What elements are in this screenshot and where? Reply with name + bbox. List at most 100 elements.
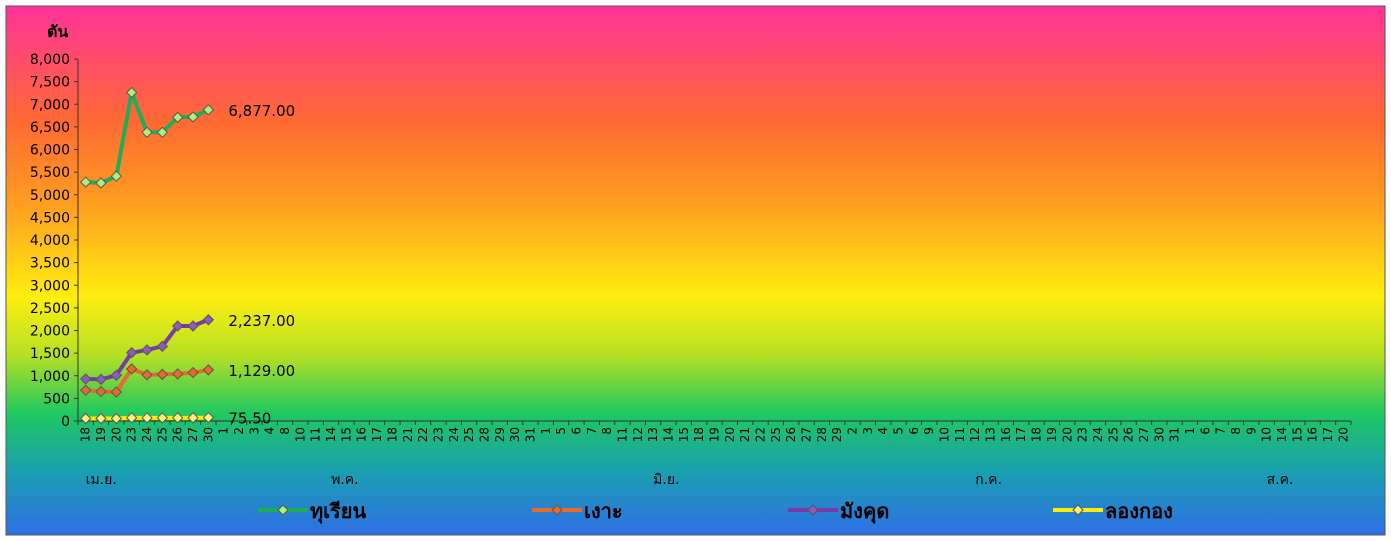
data-point-marker	[141, 126, 153, 139]
legend-swatch-marker	[1072, 504, 1084, 516]
x-tick-label: 30	[1152, 427, 1166, 442]
x-tick-label: 20	[723, 427, 737, 442]
x-tick-label: 20	[1336, 427, 1350, 442]
y-tick-label: 4,500	[30, 210, 70, 226]
x-tick-label: 18	[1030, 427, 1044, 442]
y-tick-label: 1,500	[30, 346, 70, 362]
data-point-marker	[171, 111, 184, 124]
x-tick-label: 1	[1183, 427, 1197, 435]
x-tick-label: 1	[539, 427, 553, 435]
x-tick-label: 27	[800, 427, 814, 442]
data-label: 6,877.00	[228, 102, 295, 120]
x-tick-label: 16	[1306, 427, 1320, 442]
month-label: ส.ค.	[1267, 472, 1294, 488]
month-label: มิ.ย.	[653, 472, 679, 488]
x-tick-label: 25	[462, 427, 476, 442]
data-point-marker	[95, 412, 107, 425]
x-tick-label: 27	[186, 427, 200, 442]
x-tick-label: 10	[938, 427, 952, 442]
y-axis-label: ตัน	[47, 22, 68, 41]
month-label: ก.ค.	[975, 472, 1002, 488]
y-tick-label: 500	[43, 391, 70, 407]
x-tick-label: 5	[554, 427, 568, 435]
x-tick-label: 25	[769, 427, 783, 442]
x-tick-label: 24	[1091, 427, 1105, 442]
series-layer: 6,877.00 1,129.00 2,237.00 75.50	[79, 86, 295, 428]
data-label: 75.50	[228, 410, 271, 428]
x-tick-label: 22	[416, 427, 430, 442]
data-point-marker	[79, 384, 92, 396]
y-tick-label: 1,000	[30, 369, 70, 385]
y-tick-label: 2,000	[30, 324, 70, 340]
x-tick-label: 29	[493, 427, 507, 442]
x-tick-label: 23	[431, 427, 445, 442]
legend: ทุเรียน เงาะ มังคุด ลองกอง	[258, 499, 1173, 524]
x-tick-label: 18	[692, 427, 706, 442]
x-tick-label: 12	[968, 427, 982, 442]
data-point-marker	[187, 412, 199, 424]
x-tick-label: 5	[892, 427, 906, 435]
x-tick-label: 20	[1060, 427, 1074, 442]
chart-background	[5, 5, 1386, 536]
legend-entry: เงาะ	[532, 499, 623, 523]
y-tick-label: 3,500	[30, 256, 70, 272]
data-point-marker	[156, 412, 169, 424]
x-tick-label: 26	[171, 427, 185, 442]
x-tick-label: 19	[94, 427, 108, 442]
x-tick-label: 17	[1014, 427, 1028, 442]
x-tick-label: 31	[1168, 427, 1182, 442]
x-tick-label: 25	[155, 427, 169, 442]
x-tick-label: 11	[309, 427, 323, 442]
data-point-marker	[171, 320, 184, 332]
x-tick-label: 14	[324, 427, 338, 442]
x-tick-label: 24	[447, 427, 461, 442]
data-point-marker	[202, 364, 215, 376]
x-tick-label: 26	[1122, 427, 1136, 442]
data-point-marker	[156, 126, 169, 139]
x-tick-label: 27	[1137, 427, 1151, 442]
legend-swatch-marker	[551, 504, 563, 516]
x-tick-label: 16	[999, 427, 1013, 442]
x-tick-label: 16	[355, 427, 369, 442]
legend-label: ลองกอง	[1105, 499, 1173, 523]
data-point-marker	[202, 314, 215, 326]
data-point-marker	[125, 346, 138, 359]
data-point-marker	[95, 177, 107, 189]
data-point-marker	[141, 369, 153, 381]
x-tick-label: 22	[754, 427, 768, 442]
data-point-marker	[125, 86, 138, 99]
data-point-marker	[110, 369, 123, 382]
x-tick-label: 9	[1244, 427, 1258, 435]
y-tick-label: 7,000	[30, 97, 70, 113]
x-tick-label: 23	[125, 427, 139, 442]
x-tick-label: 12	[631, 427, 645, 442]
x-tick-label: 2	[846, 427, 860, 435]
legend-swatch-marker	[277, 504, 289, 516]
legend-label: มังคุด	[840, 499, 889, 524]
data-point-marker	[156, 340, 169, 353]
data-label: 2,237.00	[228, 312, 295, 330]
x-tick-label: 9	[922, 427, 936, 435]
data-point-marker	[187, 320, 199, 332]
x-tick-label: 19	[1045, 427, 1059, 442]
x-tick-label: 31	[523, 427, 537, 442]
y-tick-label: 2,500	[30, 301, 70, 317]
x-tick-label: 2	[232, 427, 246, 435]
x-tick-label: 3	[247, 427, 261, 435]
x-tick-label: 11	[615, 427, 629, 442]
x-tick-label: 4	[876, 427, 890, 435]
series-1: 1,129.00	[79, 362, 295, 398]
x-tick-label: 3	[861, 427, 875, 435]
y-tick-label: 3,000	[30, 278, 70, 294]
x-tick-label: 10	[1260, 427, 1274, 442]
x-tick-label: 6	[1198, 427, 1212, 435]
month-label: เม.ย.	[86, 472, 117, 488]
x-tick-label: 6	[569, 427, 583, 435]
data-point-marker	[187, 111, 199, 123]
legend-label: ทุเรียน	[310, 499, 366, 524]
x-tick-label: 15	[339, 427, 353, 442]
y-tick-label: 6,000	[30, 143, 70, 159]
y-tick-label: 7,500	[30, 75, 70, 91]
x-tick-label: 8	[278, 427, 292, 435]
